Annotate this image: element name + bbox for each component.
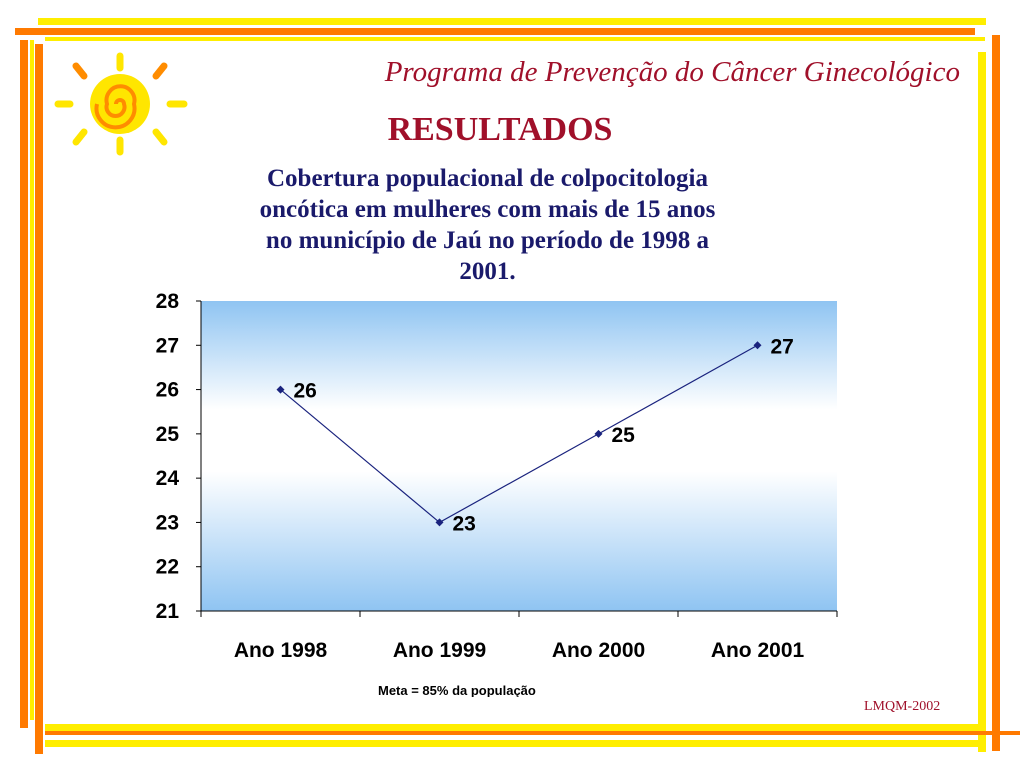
y-tick-label: 21 [156,600,180,623]
plot-area [201,301,837,611]
frame-right-yellow [978,52,986,752]
section-title: RESULTADOS [387,111,613,148]
frame-bottom-orange [45,731,1020,735]
frame-bottom-yellow [45,724,985,731]
sun-spiral-logo [54,52,188,156]
series-line [280,344,758,524]
author-credit: LMQM-2002 [864,699,941,714]
frame-left-orange-2 [35,44,43,754]
sun-disc [90,74,150,134]
data-label: 26 [294,380,317,403]
chart-series: 26 23 25 27 [276,335,794,535]
chart-title-line: 2001. [459,258,516,285]
y-tick-label: 22 [156,556,179,579]
y-tick-label: 25 [156,423,180,446]
data-point-marker [276,385,285,394]
frame-left-yellow [30,40,34,720]
footnote: Meta = 85% da população [378,683,536,697]
frame-top-yellow-2 [45,37,985,41]
chart-title-line: no município de Jaú no período de 1998 a [265,227,710,254]
y-tick-label: 28 [156,290,180,313]
chart-title-line: Cobertura populacional de colpocitologia [267,165,708,192]
chart-axes: 21 22 23 24 25 26 27 28 Ano 1998 Ano 1999 Ano 2000… [156,290,838,662]
frame-top-orange [15,28,975,35]
sun-rays [54,52,188,156]
y-tick-label: 27 [156,334,179,357]
chart-title: Cobertura populacional de colpocitologia… [205,163,770,287]
data-label: 25 [612,424,636,447]
data-label: 23 [453,512,476,535]
frame-top-yellow [38,18,986,25]
x-tick-label: Ano 2001 [711,639,805,662]
x-tick-label: Ano 1998 [234,639,328,662]
frame-bottom-yellow-2 [45,740,985,747]
data-point-marker [435,518,444,527]
sun-spiral [94,84,137,130]
chart-title-line: oncótica em mulheres com mais de 15 anos [259,196,716,223]
frame-right-orange [992,35,1000,751]
page-title: Programa de Prevenção do Câncer Ginecoló… [384,56,960,88]
frame-left-orange [20,40,28,728]
data-point-marker [594,429,603,438]
data-label: 27 [771,335,794,358]
x-tick-label: Ano 2000 [552,639,645,662]
y-tick-label: 26 [156,379,179,402]
x-tick-label: Ano 1999 [393,639,486,662]
y-tick-label: 24 [156,467,180,490]
data-point-marker [753,341,762,350]
y-tick-label: 23 [156,511,179,534]
